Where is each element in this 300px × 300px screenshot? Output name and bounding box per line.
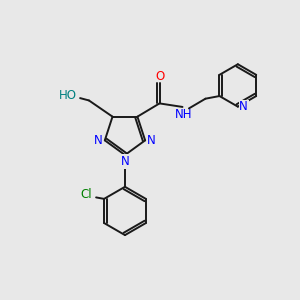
- Text: HO: HO: [59, 89, 77, 102]
- Text: N: N: [239, 100, 248, 113]
- Text: NH: NH: [175, 108, 193, 121]
- Text: N: N: [121, 155, 129, 168]
- Text: Cl: Cl: [81, 188, 92, 201]
- Text: N: N: [147, 134, 156, 147]
- Text: O: O: [155, 70, 164, 83]
- Text: N: N: [94, 134, 103, 147]
